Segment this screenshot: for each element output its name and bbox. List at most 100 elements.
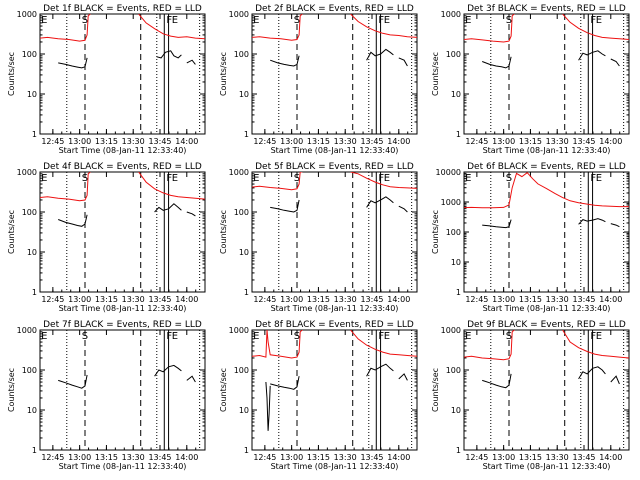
y-axis-label: Counts/sec (7, 52, 16, 96)
y-tick-label: 10 (27, 90, 37, 99)
y-tick-label: 1000 (441, 10, 461, 19)
x-tick-label: 14:00 (387, 295, 410, 304)
events-series-line (366, 196, 394, 208)
lld-series-line (350, 14, 417, 38)
events-series-line (366, 363, 394, 377)
y-tick-label: 100 (446, 50, 461, 59)
lld-series-line (562, 14, 629, 40)
panel-title: Det 5f BLACK = Events, RED = LLD (255, 162, 414, 172)
y-tick-label: 10 (239, 248, 249, 257)
lld-series-line (562, 330, 629, 359)
events-series-line (366, 48, 394, 61)
x-tick-label: 13:15 (307, 137, 330, 146)
events-series-line (610, 223, 620, 228)
x-tick-label: 13:30 (122, 137, 145, 146)
lld-series-line (252, 330, 303, 359)
marker-e: E (253, 331, 259, 342)
x-tick-label: 13:00 (280, 453, 303, 462)
y-axis-label: Counts/sec (219, 52, 228, 96)
x-tick-label: 13:45 (148, 453, 171, 462)
marker-e: E (465, 15, 471, 26)
x-tick-label: 13:30 (122, 453, 145, 462)
x-tick-label: 13:30 (546, 137, 569, 146)
panel-det-3: Det 3f BLACK = Events, RED = LLD 1 10 100 10… (431, 4, 630, 155)
plot-frame (39, 329, 206, 451)
marker-f: F (166, 15, 172, 26)
y-tick-label: 1 (456, 288, 461, 297)
lld-series-line (350, 330, 417, 357)
x-tick-label: 14:00 (599, 453, 622, 462)
marker-f: F (166, 331, 172, 342)
plot-frame (39, 13, 206, 135)
y-axis-label: Counts/sec (431, 52, 440, 96)
lld-series-line (350, 172, 417, 189)
marker-f: F (590, 15, 596, 26)
marker-s: S (82, 173, 88, 184)
y-axis-label: Counts/sec (7, 368, 16, 412)
lld-series-line (464, 330, 515, 361)
y-axis-label: Counts/sec (219, 368, 228, 412)
y-tick-label: 100 (234, 366, 249, 375)
lld-series-line (138, 14, 205, 40)
x-tick-label: 13:45 (360, 453, 383, 462)
events-series-line (156, 50, 182, 59)
y-tick-label: 1 (244, 288, 249, 297)
x-tick-label: 12:45 (465, 137, 488, 146)
x-tick-label: 14:00 (387, 137, 410, 146)
marker-e2: E (172, 15, 178, 26)
plot-frame (463, 171, 630, 293)
y-tick-label: 10 (27, 248, 37, 257)
marker-e2: E (384, 331, 390, 342)
events-series-line (578, 50, 606, 61)
events-series-line (398, 373, 408, 381)
x-tick-label: 13:15 (95, 453, 118, 462)
y-tick-label: 1 (32, 446, 37, 455)
y-tick-label: 1000 (17, 10, 37, 19)
marker-f: F (378, 15, 384, 26)
events-series-line (482, 373, 512, 389)
y-tick-label: 10 (239, 406, 249, 415)
marker-e2: E (596, 173, 602, 184)
y-tick-label: 1000 (17, 168, 37, 177)
y-axis-label: Counts/sec (7, 210, 16, 254)
marker-s: S (506, 173, 512, 184)
y-tick-label: 1 (456, 446, 461, 455)
y-axis-label: Counts/sec (431, 210, 440, 254)
marker-e2: E (384, 173, 390, 184)
marker-e2: E (172, 173, 178, 184)
y-tick-label: 1 (456, 130, 461, 139)
marker-s: S (294, 15, 300, 26)
events-series-line (186, 375, 196, 383)
y-tick-label: 1 (32, 130, 37, 139)
y-tick-label: 1 (244, 446, 249, 455)
marker-f: F (166, 173, 172, 184)
x-axis-label: Start Time (08-Jan-11 12:33:40) (59, 462, 187, 471)
x-tick-label: 12:45 (41, 453, 64, 462)
x-tick-label: 13:45 (572, 295, 595, 304)
panel-title: Det 8f BLACK = Events, RED = LLD (255, 320, 414, 330)
y-tick-label: 10 (451, 406, 461, 415)
lld-series-line (464, 14, 515, 43)
x-axis-label: Start Time (08-Jan-11 12:33:40) (271, 146, 399, 155)
y-tick-label: 100 (22, 208, 37, 217)
x-tick-label: 14:00 (599, 295, 622, 304)
panel-title: Det 6f BLACK = Events, RED = LLD (467, 162, 626, 172)
events-series-line (265, 381, 271, 431)
x-tick-label: 14:00 (175, 453, 198, 462)
x-tick-label: 13:15 (95, 137, 118, 146)
marker-e2: E (596, 331, 602, 342)
x-tick-label: 12:45 (253, 295, 276, 304)
plot-frame (251, 171, 418, 293)
x-tick-label: 12:45 (465, 295, 488, 304)
events-series-line (610, 375, 620, 385)
x-tick-label: 13:15 (307, 453, 330, 462)
events-series-line (578, 366, 606, 380)
y-tick-label: 1 (244, 130, 249, 139)
marker-e: E (41, 173, 47, 184)
marker-s: S (294, 173, 300, 184)
events-series-line (398, 205, 408, 213)
x-tick-label: 13:00 (280, 295, 303, 304)
y-tick-label: 100 (446, 228, 461, 237)
lld-series-line (138, 172, 205, 200)
